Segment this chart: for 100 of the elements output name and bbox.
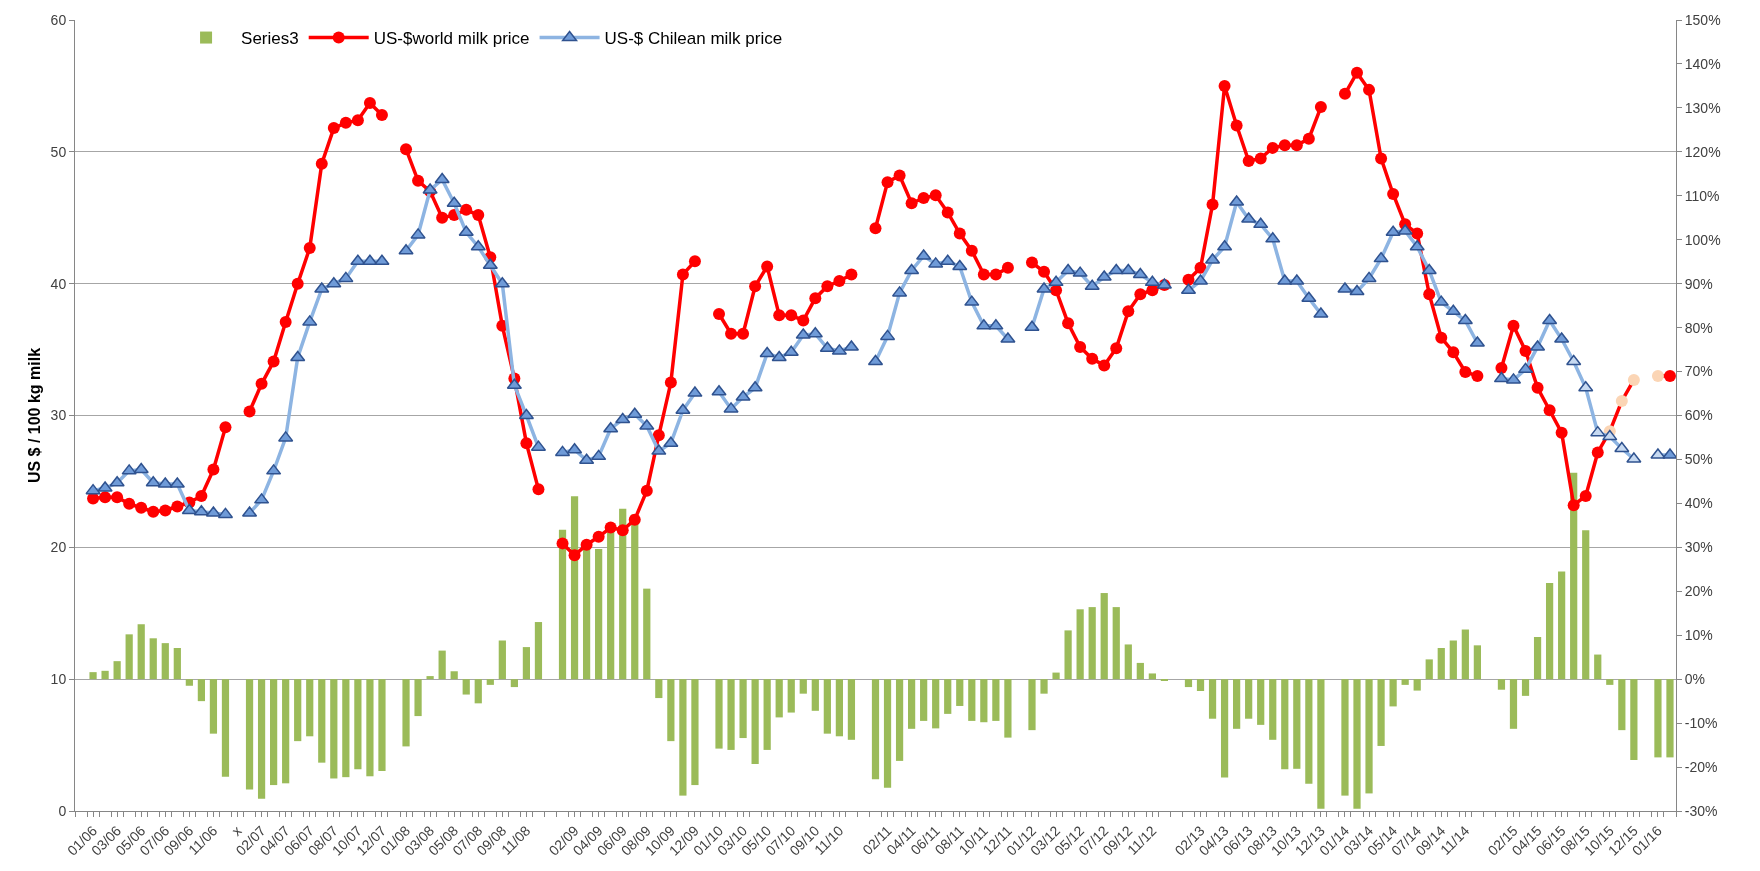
bar (871, 679, 880, 780)
bar (1545, 582, 1554, 680)
bar (221, 679, 230, 777)
y2-tick-label: 30% (1684, 539, 1713, 556)
bar (895, 679, 904, 761)
bar (1606, 679, 1614, 685)
bar (1377, 679, 1385, 746)
bar (1040, 679, 1048, 694)
y2-tick-label: 130% (1684, 99, 1721, 116)
bar (89, 672, 97, 680)
bar (294, 679, 302, 742)
bar (173, 647, 181, 680)
bar (739, 679, 747, 739)
y2-tick-label: 110% (1684, 187, 1720, 204)
bar (1594, 654, 1602, 680)
bar (282, 679, 290, 784)
bar (570, 496, 579, 680)
y-tick-label: 10 (50, 671, 67, 688)
y2-tick-label: -20% (1684, 758, 1718, 775)
bar (101, 670, 109, 680)
y-tick-label: 60 (50, 11, 67, 28)
bar (330, 679, 338, 779)
bar (558, 529, 567, 680)
y2-tick-label: -30% (1684, 802, 1718, 819)
bar (775, 679, 783, 718)
bar (1558, 571, 1566, 680)
bar (245, 679, 254, 790)
y2-tick-label: 10% (1684, 627, 1713, 644)
bar (414, 679, 422, 717)
bar (209, 679, 218, 734)
y-tick-label: 50 (50, 143, 67, 160)
legend-label: US-$world milk price (373, 29, 530, 49)
bar (1618, 679, 1626, 731)
bar (883, 679, 892, 788)
bar (1184, 679, 1193, 688)
bar (306, 679, 314, 737)
bar (498, 640, 506, 680)
bar (1365, 679, 1373, 794)
y-tick-label: 0 (58, 802, 67, 819)
bar (932, 679, 940, 729)
bar (944, 679, 952, 714)
bar (1353, 679, 1361, 809)
bar (1630, 679, 1638, 761)
legend-label: Series3 (241, 29, 299, 49)
bar (679, 679, 687, 796)
bar (595, 549, 603, 680)
bar (643, 588, 651, 680)
bar (835, 679, 843, 737)
bar (691, 679, 699, 786)
bar (1582, 530, 1590, 680)
bar (847, 679, 856, 740)
bar (667, 679, 675, 742)
y-tick-label: 20 (50, 539, 67, 556)
bar (992, 679, 1000, 721)
bar (1112, 607, 1120, 680)
bar (125, 634, 133, 680)
bar (137, 624, 145, 680)
bar (968, 679, 976, 721)
bar (270, 679, 278, 786)
legend-label: US-$ Chilean milk price (604, 29, 783, 49)
y2-tick-label: 40% (1684, 495, 1713, 512)
bar (1233, 679, 1241, 729)
bar (811, 679, 819, 711)
bar (1473, 645, 1481, 680)
y2-tick-label: 120% (1684, 143, 1721, 160)
bar (1461, 629, 1469, 680)
bar (1293, 679, 1301, 769)
bar (1341, 679, 1349, 796)
bar (474, 679, 482, 704)
bar (366, 679, 374, 777)
bar (1064, 630, 1072, 680)
bar (378, 679, 386, 772)
bar (1220, 679, 1229, 778)
bar (342, 679, 350, 778)
y2-tick-label: 90% (1684, 275, 1713, 292)
bar (197, 679, 206, 702)
bar (161, 643, 169, 680)
bar (462, 679, 470, 695)
bar (1497, 679, 1506, 690)
bar (763, 679, 771, 750)
bar (655, 679, 663, 699)
bar (908, 679, 916, 729)
bar (185, 679, 193, 686)
bar (980, 679, 988, 723)
bar (1425, 659, 1433, 680)
bar (1088, 607, 1096, 680)
bar (257, 679, 266, 799)
bar (402, 679, 410, 747)
bar (1269, 679, 1277, 740)
bar (920, 679, 928, 721)
y2-tick-label: 50% (1684, 451, 1713, 468)
bar (354, 679, 362, 770)
bar (522, 647, 531, 680)
bar (1389, 679, 1397, 707)
bar (1509, 679, 1518, 729)
bar (486, 679, 494, 685)
y2-tick-label: 150% (1684, 11, 1721, 28)
bar (715, 679, 723, 749)
bar (534, 622, 543, 680)
bar (1076, 609, 1084, 680)
